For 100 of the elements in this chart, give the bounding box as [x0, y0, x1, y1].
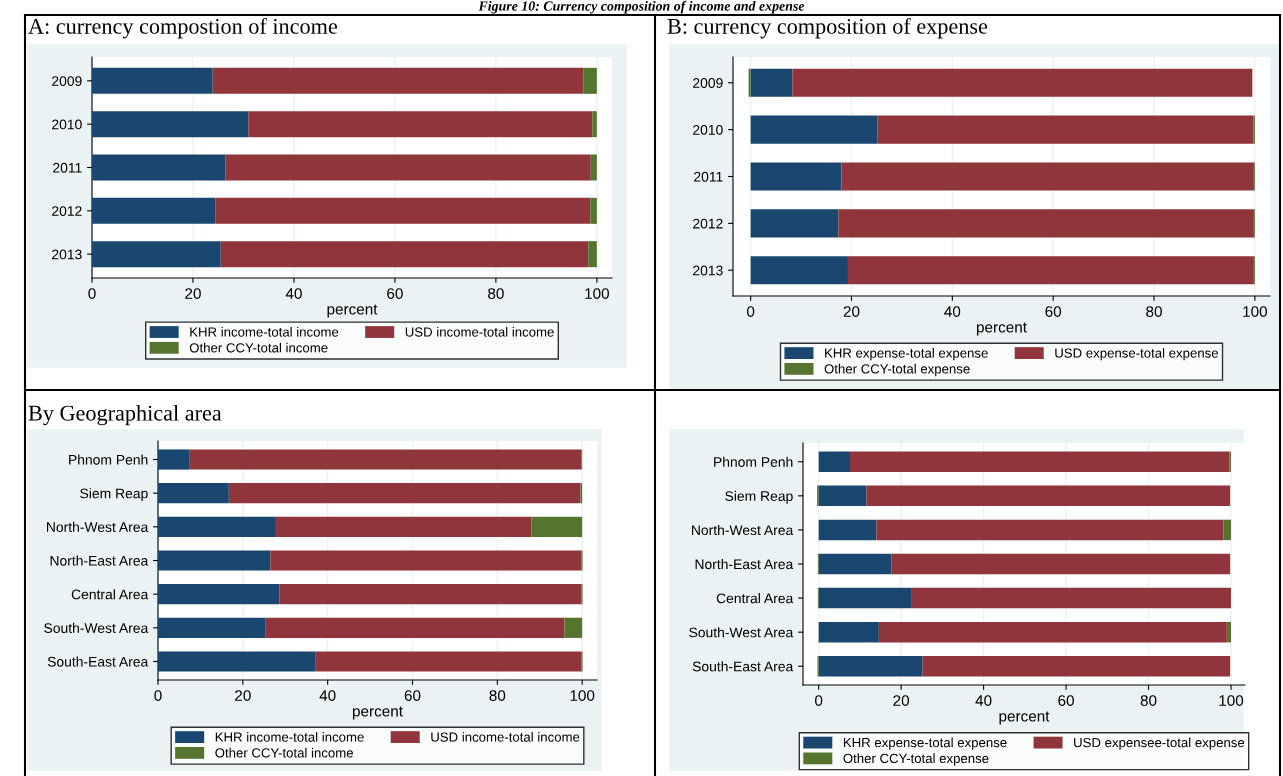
bar [315, 651, 582, 672]
bar [876, 519, 1224, 541]
bar [841, 162, 1254, 191]
x-tick-label: 20 [235, 690, 251, 701]
caption: Figure 10: Currency composition of income and expense [478, 0, 805, 14]
legend-label: Other CCY-total expense [843, 753, 989, 766]
bar [911, 587, 1231, 609]
legend-label: KHR expense-total expense [825, 348, 988, 361]
y-tick-label: 2010 [693, 124, 723, 135]
bar [750, 209, 839, 238]
x-tick-label: 0 [815, 695, 823, 706]
y-tick-label: 2009 [693, 78, 723, 88]
x-tick-label: 20 [185, 288, 201, 299]
bar [531, 516, 583, 537]
y-tick-label: 2012 [693, 218, 723, 229]
legend-label: KHR income-total income [190, 326, 339, 337]
bar [878, 621, 1227, 643]
bar [891, 553, 1231, 575]
y-tick-label: Central Area [716, 593, 794, 604]
bar [248, 111, 593, 138]
x-tick-label: 80 [1146, 306, 1162, 317]
y-tick-label: 2009 [52, 76, 82, 86]
bar [158, 617, 266, 638]
bar [838, 209, 1254, 238]
bar [583, 67, 597, 94]
x-tick-label: 100 [570, 690, 595, 701]
bar [748, 68, 751, 97]
bar [564, 617, 583, 638]
chart-title: A: currency compostion of income [28, 18, 338, 39]
bar [1226, 621, 1231, 643]
bar [158, 449, 190, 470]
bar [818, 587, 912, 609]
bar [270, 550, 582, 571]
chart-title: By Geographical area [28, 405, 222, 426]
x-tick-label: 80 [488, 288, 504, 299]
x-tick-label: 0 [88, 288, 96, 299]
bar [818, 485, 867, 507]
bar [189, 449, 582, 470]
bar [158, 516, 276, 537]
y-tick-label: Phnom Penh [69, 454, 148, 465]
x-tick-label: 60 [1045, 306, 1062, 317]
y-tick-label: 2011 [694, 171, 723, 182]
x-tick-label: 40 [285, 288, 302, 299]
bar [850, 451, 1230, 472]
bar [750, 162, 842, 191]
x-axis-title: percent [353, 706, 403, 720]
x-tick-label: 60 [1058, 695, 1074, 706]
x-tick-label: 100 [585, 288, 609, 299]
bar [877, 115, 1254, 144]
chart-title: B: currency composition of expense [667, 18, 988, 39]
bar [750, 256, 848, 285]
bar [750, 115, 878, 144]
bar [590, 197, 597, 224]
bar [818, 519, 877, 541]
legend-label: Other CCY-total income [189, 342, 328, 353]
legend-label: USD expensee-total expense [1074, 737, 1245, 750]
legend-label: KHR income-total income [215, 732, 364, 742]
x-tick-label: 0 [747, 306, 755, 317]
bar [265, 617, 565, 638]
y-tick-label: North-East Area [50, 555, 149, 566]
legend-label: USD income-total income [405, 326, 554, 337]
bar [1223, 519, 1231, 541]
x-axis-title: percent [977, 322, 1027, 336]
legend-label: Other CCY-total expense [824, 363, 970, 377]
y-tick-label: 2013 [52, 249, 82, 260]
bar [158, 584, 280, 605]
y-tick-label: North-West Area [47, 521, 149, 533]
legend-label: KHR expense-total expense [843, 737, 1007, 750]
y-tick-label: North-East Area [695, 558, 794, 570]
x-tick-label: 80 [1140, 695, 1157, 706]
bar [225, 154, 591, 181]
bar [275, 516, 532, 537]
bar [158, 651, 316, 672]
bar [92, 67, 213, 94]
y-tick-label: Siem Reap [725, 490, 793, 504]
bar [158, 550, 271, 571]
x-axis-title: percent [999, 711, 1050, 725]
legend-label: USD income-total income [431, 732, 580, 742]
y-tick-label: 2011 [53, 162, 82, 173]
bar [588, 241, 597, 268]
x-tick-label: 40 [319, 690, 336, 701]
legend-label: USD expense-total expense [1055, 348, 1218, 361]
x-tick-label: 20 [893, 695, 910, 706]
bar [212, 67, 584, 94]
x-tick-label: 40 [944, 306, 961, 317]
x-tick-label: 20 [843, 306, 860, 317]
bar [818, 451, 850, 472]
bar [228, 483, 581, 504]
x-tick-label: 40 [975, 695, 992, 706]
bar [92, 154, 226, 181]
bar [750, 68, 793, 97]
legend-label: Other CCY-total income [215, 747, 353, 758]
x-tick-label: 100 [1243, 306, 1268, 317]
y-tick-label: South-West Area [44, 622, 149, 633]
bar [592, 111, 597, 138]
bar [818, 656, 923, 677]
bar [818, 621, 879, 643]
bar [792, 68, 1253, 97]
bar [92, 111, 249, 138]
bar [158, 483, 229, 504]
